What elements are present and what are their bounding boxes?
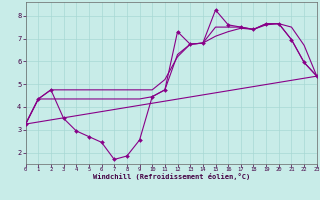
X-axis label: Windchill (Refroidissement éolien,°C): Windchill (Refroidissement éolien,°C) bbox=[92, 173, 250, 180]
